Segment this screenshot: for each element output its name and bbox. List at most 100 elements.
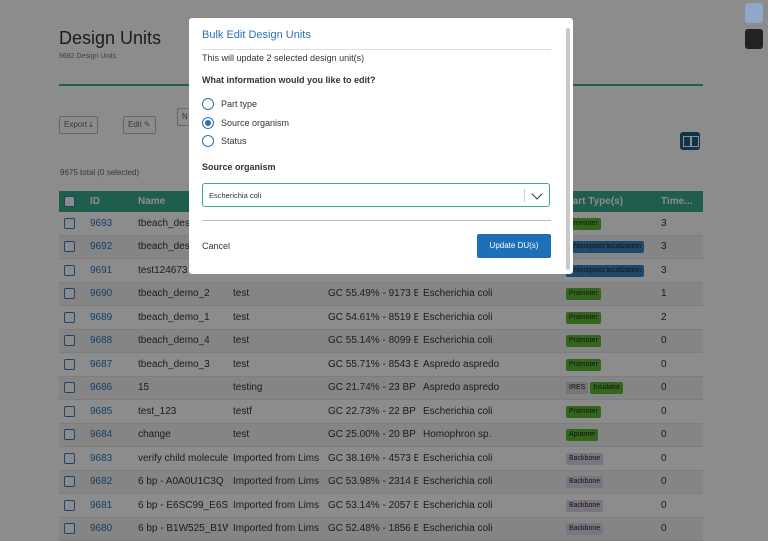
id-link[interactable]: 9686	[90, 382, 113, 394]
description-cell: test	[228, 423, 323, 447]
cancel-button[interactable]: Cancel	[202, 241, 231, 251]
id-cell[interactable]: 9684	[85, 423, 133, 447]
select-all-checkbox[interactable]	[64, 195, 75, 207]
row-checkbox[interactable]	[64, 499, 75, 511]
radio-button[interactable]	[202, 117, 214, 129]
part-type-cell: Backbone	[561, 470, 656, 494]
row-select-cell[interactable]	[59, 493, 85, 518]
table-row[interactable]: 9685 test_123 testf GC 22.73% - 22 BP Escher…	[59, 399, 703, 424]
row-select-cell[interactable]	[59, 305, 85, 330]
source-organism-select[interactable]: Escherichia coli	[202, 183, 550, 207]
row-checkbox[interactable]	[64, 476, 75, 488]
row-checkbox[interactable]	[64, 405, 75, 417]
row-select-cell[interactable]	[59, 423, 85, 447]
id-cell[interactable]: 9691	[85, 258, 133, 283]
row-checkbox[interactable]	[64, 523, 75, 535]
row-checkbox[interactable]	[64, 452, 75, 464]
id-link[interactable]: 9684	[90, 429, 113, 441]
radio-button[interactable]	[202, 135, 214, 147]
id-link[interactable]: 9681	[90, 499, 113, 511]
row-select-cell[interactable]	[59, 235, 85, 259]
column-layout-button[interactable]	[680, 132, 700, 150]
row-select-cell[interactable]	[59, 446, 85, 471]
export-button[interactable]: Export ⤓	[59, 116, 98, 134]
id-cell[interactable]: 9689	[85, 305, 133, 330]
row-select-cell[interactable]	[59, 376, 85, 400]
row-checkbox[interactable]	[64, 358, 75, 370]
radio-part-type[interactable]: Part type	[202, 98, 257, 110]
id-cell[interactable]: 9692	[85, 235, 133, 259]
time-cell: 0	[656, 329, 703, 353]
row-select-cell[interactable]	[59, 212, 85, 236]
id-cell[interactable]: 9687	[85, 352, 133, 377]
row-select-cell[interactable]	[59, 399, 85, 424]
id-link[interactable]: 9680	[90, 523, 113, 535]
chevron-down-icon[interactable]	[531, 188, 543, 200]
organism-cell: Aspredo aspredo	[418, 376, 508, 400]
id-link[interactable]: 9691	[90, 264, 113, 276]
page-subtitle: 9682 Design Units	[59, 53, 117, 60]
part-type-tag: Promoter	[566, 358, 601, 371]
id-cell[interactable]: 9693	[85, 212, 133, 236]
update-button[interactable]: Update DU(s)	[477, 234, 551, 258]
id-cell[interactable]: 9690	[85, 282, 133, 306]
modal-scrollbar[interactable]	[566, 28, 570, 270]
row-checkbox[interactable]	[64, 382, 75, 394]
row-checkbox[interactable]	[64, 335, 75, 347]
notebook-icon[interactable]	[745, 29, 763, 49]
row-select-cell[interactable]	[59, 470, 85, 494]
row-checkbox[interactable]	[64, 288, 75, 300]
edit-label: Edit	[128, 120, 142, 129]
id-link[interactable]: 9692	[90, 241, 113, 253]
select-all-header[interactable]	[59, 191, 85, 212]
organism-cell: Escherichia coli	[418, 305, 508, 330]
id-link[interactable]: 9689	[90, 311, 113, 323]
id-cell[interactable]: 9683	[85, 446, 133, 471]
id-cell[interactable]: 9688	[85, 329, 133, 353]
radio-source-organism[interactable]: Source organism	[202, 117, 289, 129]
id-link[interactable]: 9687	[90, 358, 113, 370]
id-link[interactable]: 9688	[90, 335, 113, 347]
id-link[interactable]: 9683	[90, 452, 113, 464]
extension-icon[interactable]	[745, 3, 763, 23]
row-select-cell[interactable]	[59, 329, 85, 353]
radio-label: Source organism	[221, 118, 290, 128]
radio-status[interactable]: Status	[202, 135, 247, 147]
description-cell: Imported from Lims	[228, 446, 323, 471]
id-cell[interactable]: 9685	[85, 399, 133, 424]
row-select-cell[interactable]	[59, 517, 85, 541]
row-checkbox[interactable]	[64, 217, 75, 229]
id-cell[interactable]: 9682	[85, 470, 133, 494]
id-link[interactable]: 9685	[90, 405, 113, 417]
row-checkbox[interactable]	[64, 241, 75, 253]
row-select-cell[interactable]	[59, 352, 85, 377]
column-header[interactable]: Part Type(s)	[561, 191, 656, 212]
table-row[interactable]: 9680 6 bp - B1W525_B1W Imported from Lims G…	[59, 517, 703, 541]
column-header[interactable]: Time...	[656, 191, 703, 212]
row-select-cell[interactable]	[59, 258, 85, 283]
column-header[interactable]: ID	[85, 191, 133, 212]
table-row[interactable]: 9681 6 bp - E6SC99_E6S Imported from Lims G…	[59, 493, 703, 518]
row-checkbox[interactable]	[64, 429, 75, 441]
row-checkbox[interactable]	[64, 264, 75, 276]
id-link[interactable]: 9690	[90, 288, 113, 300]
id-cell[interactable]: 9681	[85, 493, 133, 518]
id-cell[interactable]: 9680	[85, 517, 133, 541]
row-select-cell[interactable]	[59, 282, 85, 306]
id-link[interactable]: 9693	[90, 217, 113, 229]
id-link[interactable]: 9682	[90, 476, 113, 488]
table-row[interactable]: 9686 15 testing GC 21.74% - 23 BP Aspredo as…	[59, 376, 703, 400]
edit-button[interactable]: Edit ✎	[123, 116, 156, 134]
part-type-cell: Backbone	[561, 446, 656, 471]
id-cell[interactable]: 9686	[85, 376, 133, 400]
time-cell: 2	[656, 305, 703, 330]
table-row[interactable]: 9683 verify child molecule Imported from L…	[59, 446, 703, 471]
radio-button[interactable]	[202, 98, 214, 110]
table-row[interactable]: 9682 6 bp - A0A0U1C3Q Imported from Lims GC…	[59, 470, 703, 494]
table-row[interactable]: 9684 change test GC 25.00% - 20 BP Homophron…	[59, 423, 703, 447]
row-checkbox[interactable]	[64, 311, 75, 323]
